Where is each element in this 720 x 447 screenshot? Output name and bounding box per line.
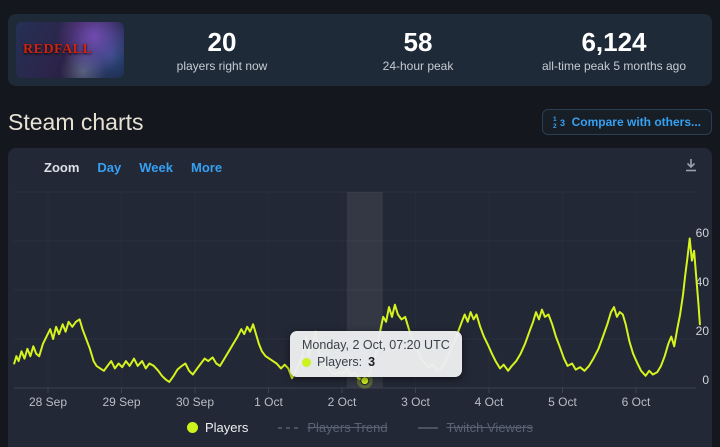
- game-banner-image[interactable]: REDFALL: [16, 22, 124, 78]
- zoom-range-week[interactable]: Week: [139, 160, 173, 175]
- compare-button-label: Compare with others...: [571, 115, 701, 129]
- svg-text:4 Oct: 4 Oct: [475, 395, 504, 409]
- svg-text:1: 1: [553, 116, 557, 123]
- svg-text:5 Oct: 5 Oct: [548, 395, 577, 409]
- section-header: Steam charts 1 2 3 Compare with others..…: [8, 104, 712, 140]
- stats-row: 20 players right now 58 24-hour peak 6,1…: [124, 27, 712, 73]
- legend-twitch-viewers-label: Twitch Viewers: [446, 420, 534, 435]
- download-icon[interactable]: [682, 156, 700, 174]
- tooltip-value: 3: [368, 355, 376, 369]
- chart-tooltip: Monday, 2 Oct, 07:20 UTC Players: 3: [290, 331, 462, 377]
- players-line-chart[interactable]: 28 Sep 29 Sep 30 Sep 1 Oct 2 Oct 3 Oct 4 Oct 5 …: [8, 148, 712, 447]
- game-stats-card: REDFALL 20 players right now 58 24-hour …: [8, 14, 712, 86]
- svg-text:28 Sep: 28 Sep: [29, 395, 67, 409]
- 24h-peak-value: 58: [403, 27, 433, 57]
- zoom-range-day[interactable]: Day: [97, 160, 122, 175]
- svg-text:3: 3: [560, 118, 565, 128]
- svg-text:2: 2: [553, 123, 557, 129]
- compare-icon: 1 2 3: [553, 116, 565, 129]
- chart-panel: Zoom Day Week More 28 Sep 29 Sep 30 Sep 1 O…: [8, 148, 712, 447]
- stat-alltime-peak: 6,124 all-time peak 5 months ago: [516, 27, 712, 73]
- chart-zoom-controls: Zoom Day Week More: [44, 160, 222, 175]
- players-legend-dot-icon: [186, 422, 198, 433]
- 24h-peak-label: 24-hour peak: [382, 59, 454, 73]
- svg-text:20: 20: [696, 324, 710, 338]
- svg-text:40: 40: [696, 275, 710, 289]
- legend-players-trend-label: Players Trend: [307, 420, 388, 435]
- zoom-range-more[interactable]: More: [190, 160, 223, 175]
- current-players-value: 20: [207, 27, 237, 57]
- chart-legend: Players Players Trend Twitch Viewers: [8, 420, 712, 435]
- tooltip-series-label: Players:: [317, 355, 363, 369]
- zoom-label: Zoom: [44, 160, 80, 175]
- game-logo-text: REDFALL: [23, 42, 93, 57]
- legend-item-players[interactable]: Players: [186, 420, 249, 435]
- svg-text:60: 60: [696, 226, 710, 240]
- svg-text:3 Oct: 3 Oct: [401, 395, 430, 409]
- svg-text:6 Oct: 6 Oct: [622, 395, 651, 409]
- dashed-line-icon: [278, 426, 299, 429]
- stat-current-players: 20 players right now: [124, 27, 320, 73]
- tooltip-title: Monday, 2 Oct, 07:20 UTC: [302, 338, 450, 352]
- alltime-peak-label: all-time peak 5 months ago: [541, 59, 687, 73]
- alltime-peak-value: 6,124: [581, 27, 647, 57]
- current-players-label: players right now: [176, 59, 268, 73]
- stat-24h-peak: 58 24-hour peak: [320, 27, 516, 73]
- svg-text:30 Sep: 30 Sep: [176, 395, 214, 409]
- legend-item-players-trend[interactable]: Players Trend: [278, 420, 388, 435]
- players-series-dot-icon: [302, 357, 311, 367]
- solid-line-icon: [417, 426, 438, 429]
- svg-text:2 Oct: 2 Oct: [328, 395, 357, 409]
- page-title: Steam charts: [8, 108, 144, 135]
- svg-text:29 Sep: 29 Sep: [102, 395, 140, 409]
- svg-text:1 Oct: 1 Oct: [254, 395, 283, 409]
- compare-with-others-button[interactable]: 1 2 3 Compare with others...: [541, 109, 712, 135]
- svg-text:0: 0: [702, 373, 709, 387]
- legend-players-label: Players: [204, 420, 249, 435]
- legend-item-twitch-viewers[interactable]: Twitch Viewers: [417, 420, 534, 435]
